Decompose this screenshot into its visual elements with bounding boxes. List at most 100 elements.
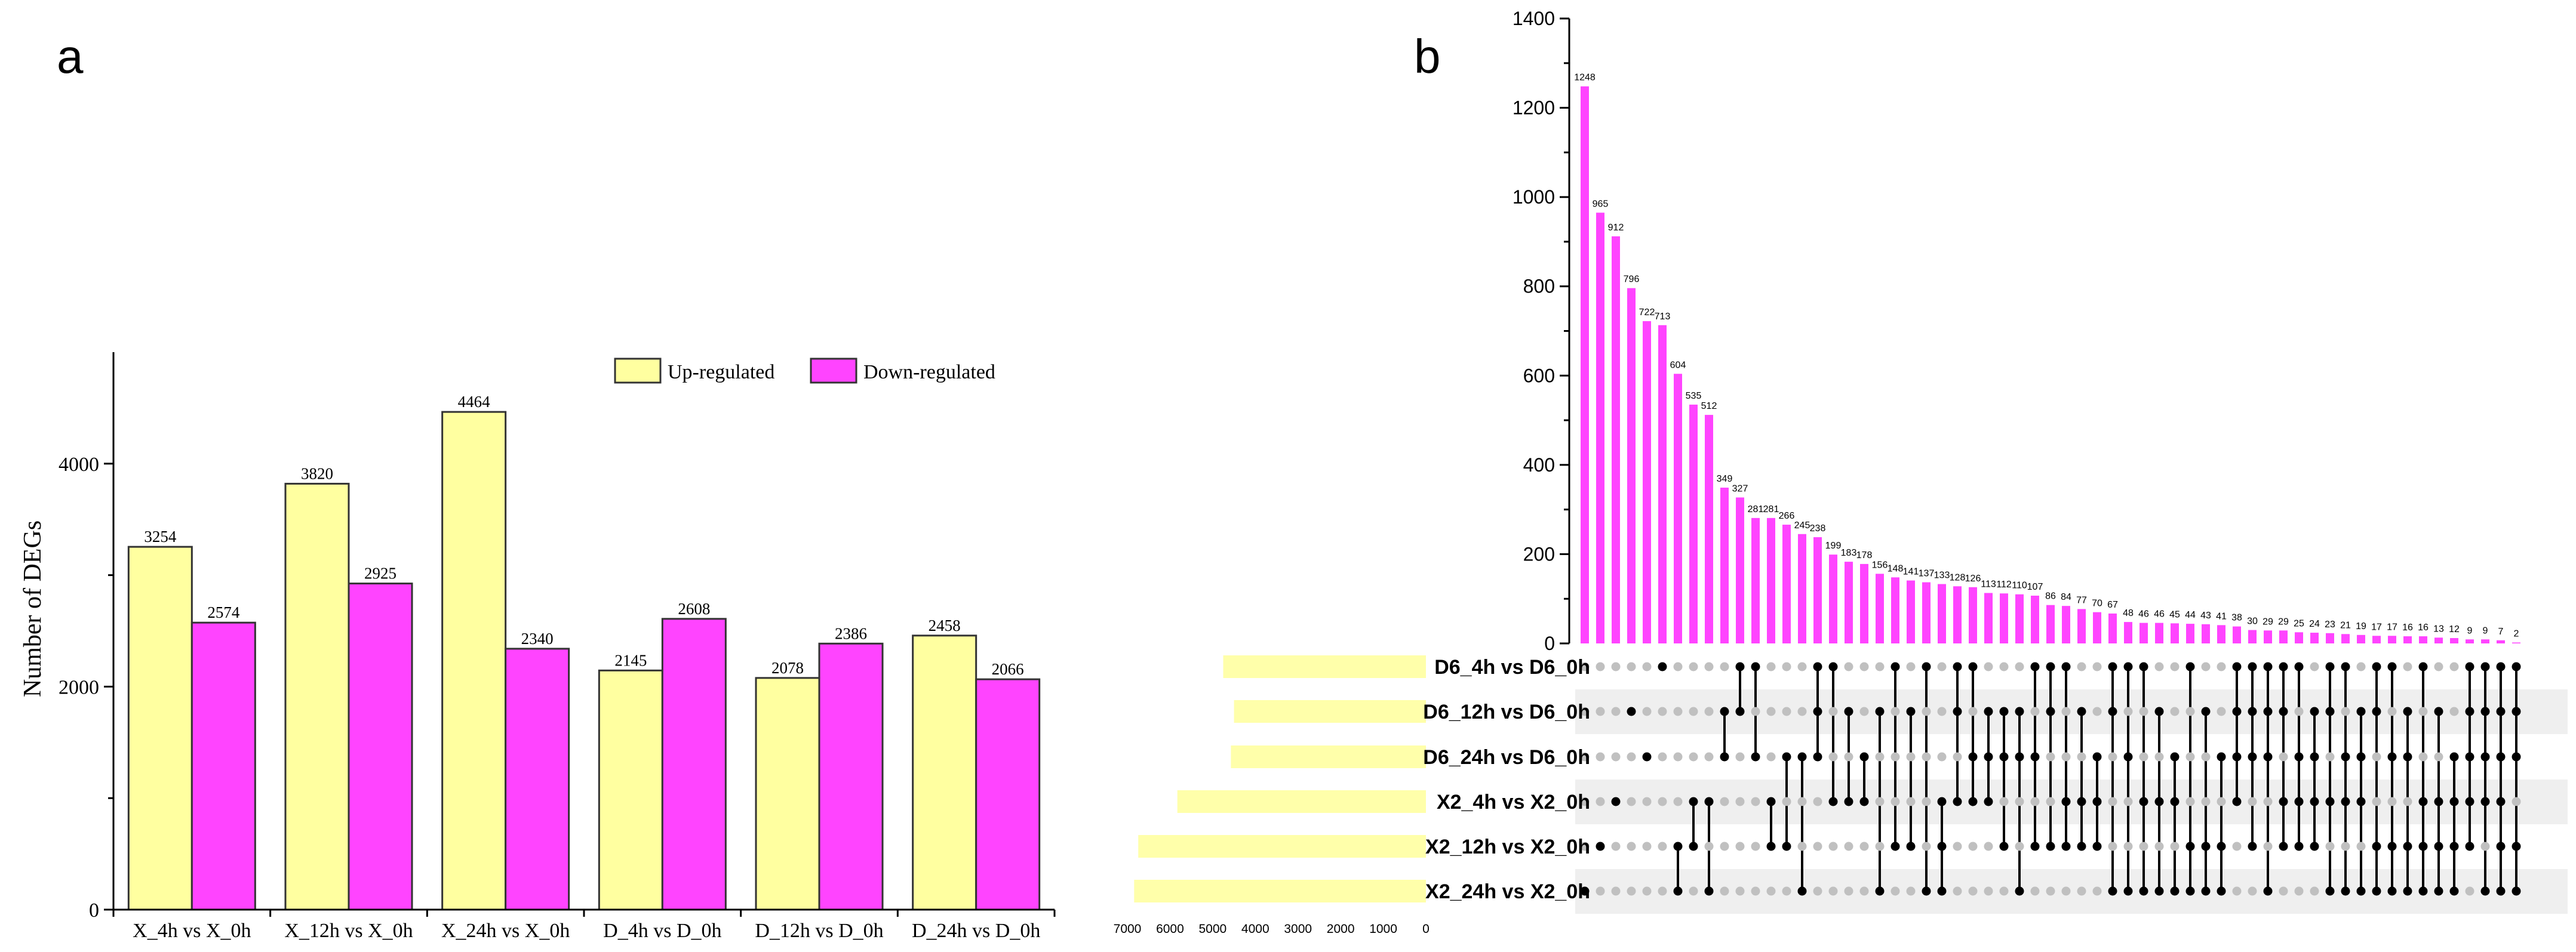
matrix-dot-inactive xyxy=(1922,842,1931,851)
panel-a-bars: 3254 2574 3820 2925 4464 2340 2145 2608 2078 2386… xyxy=(127,393,1041,911)
matrix-dot-active xyxy=(2263,662,2273,671)
matrix-dot-active xyxy=(2232,797,2242,806)
matrix-dot-inactive xyxy=(2434,662,2443,671)
matrix-dot-inactive xyxy=(2061,886,2071,896)
set-size-tick-label: 0 xyxy=(1422,922,1430,936)
matrix-dot-inactive xyxy=(1875,842,1885,851)
matrix-dot-active xyxy=(1735,707,1745,716)
matrix-dot-inactive xyxy=(1596,797,1605,806)
x-tick-label: X_12h vs X_0h xyxy=(284,920,413,942)
bar-value-label: 2386 xyxy=(835,624,867,642)
matrix-dot-inactive xyxy=(1751,707,1760,716)
intersection-bar xyxy=(1674,374,1682,643)
matrix-dot-inactive xyxy=(2185,752,2195,762)
intersection-bar xyxy=(1643,321,1651,643)
matrix-dot-inactive xyxy=(2201,797,2211,806)
matrix-dot-active xyxy=(2465,662,2474,671)
intersection-bar xyxy=(1596,212,1604,643)
matrix-dot-inactive xyxy=(1673,752,1683,762)
legend-swatch-up xyxy=(614,358,662,384)
matrix-dot-inactive xyxy=(1797,662,1807,671)
matrix-dot-active xyxy=(1689,797,1698,806)
matrix-dot-inactive xyxy=(1797,707,1807,716)
matrix-dot-active xyxy=(2092,752,2102,762)
bar-up xyxy=(598,669,663,911)
matrix-dot-active xyxy=(1859,797,1869,806)
intersection-bar xyxy=(1627,288,1636,644)
matrix-dot-active xyxy=(2217,842,2226,851)
matrix-dot-inactive xyxy=(1658,886,1667,896)
intersection-value-label: 245 xyxy=(1794,520,1810,531)
matrix-dot-active xyxy=(1906,707,1916,716)
matrix-dot-inactive xyxy=(1611,707,1621,716)
matrix-dot-inactive xyxy=(2061,707,2071,716)
matrix-dot-active xyxy=(2372,886,2381,896)
matrix-dot-active xyxy=(2403,842,2412,851)
matrix-dot-active xyxy=(2387,842,2397,851)
set-size-tick-label: 5000 xyxy=(1198,922,1226,936)
matrix-dot-active xyxy=(2325,797,2335,806)
matrix-dot-active xyxy=(2061,662,2071,671)
matrix-dot-inactive xyxy=(1999,886,2009,896)
intersection-value-label: 17 xyxy=(2387,622,2397,632)
matrix-dot-inactive xyxy=(1689,752,1698,762)
intersection-value-label: 12 xyxy=(2449,624,2460,634)
matrix-dot-active xyxy=(2170,752,2180,762)
matrix-dot-active xyxy=(1658,662,1667,671)
bar-value-label: 2340 xyxy=(521,630,554,648)
matrix-dot-active xyxy=(1704,797,1714,806)
matrix-dot-inactive xyxy=(1642,842,1652,851)
matrix-dot-active xyxy=(1735,662,1745,671)
matrix-dot-active xyxy=(2248,842,2257,851)
matrix-dot-inactive xyxy=(1906,752,1916,762)
matrix-dot-inactive xyxy=(1720,842,1729,851)
matrix-dot-inactive xyxy=(1751,797,1760,806)
panel-b-intersection-axis: 0 200 400 600 800 1000 1200 1400 xyxy=(1513,8,1570,654)
intersection-y-tick-label: 600 xyxy=(1523,365,1555,386)
matrix-dot-active xyxy=(1689,842,1698,851)
matrix-dot-inactive xyxy=(2170,842,2180,851)
intersection-value-label: 722 xyxy=(1639,307,1655,318)
matrix-dot-active xyxy=(2356,707,2366,716)
matrix-dot-inactive xyxy=(1642,662,1652,671)
matrix-dot-inactive xyxy=(2170,707,2180,716)
intersection-value-label: 70 xyxy=(2092,599,2102,609)
panel-a-label: a xyxy=(57,30,84,83)
matrix-dot-active xyxy=(2217,886,2226,896)
intersection-bar xyxy=(1612,236,1620,643)
matrix-dot-inactive xyxy=(1890,707,1900,716)
intersection-bar xyxy=(2186,624,2194,643)
bar-up xyxy=(284,482,350,911)
matrix-dot-inactive xyxy=(2139,707,2148,716)
intersection-bar xyxy=(1984,593,1993,643)
matrix-dot-inactive xyxy=(2248,886,2257,896)
matrix-dot-active xyxy=(2449,886,2459,896)
matrix-dot-active xyxy=(1813,662,1822,671)
matrix-dot-active xyxy=(2418,886,2428,896)
matrix-dot-active xyxy=(2046,707,2055,716)
matrix-dot-active xyxy=(2496,662,2506,671)
matrix-dot-active xyxy=(2294,842,2304,851)
intersection-value-label: 23 xyxy=(2325,620,2335,630)
matrix-dot-active xyxy=(2030,842,2040,851)
matrix-dot-inactive xyxy=(2341,842,2350,851)
matrix-dot-inactive xyxy=(1658,842,1667,851)
matrix-dot-active xyxy=(2341,886,2350,896)
intersection-y-tick-label: 800 xyxy=(1523,276,1555,297)
matrix-dot-active xyxy=(2170,886,2180,896)
matrix-dot-active xyxy=(2418,842,2428,851)
matrix-dot-inactive xyxy=(1627,662,1636,671)
matrix-dot-active xyxy=(2030,752,2040,762)
intersection-value-label: 965 xyxy=(1593,199,1609,209)
intersection-y-tick-label: 0 xyxy=(1544,633,1555,654)
matrix-dot-active xyxy=(2092,842,2102,851)
matrix-dot-inactive xyxy=(2465,886,2474,896)
matrix-dot-inactive xyxy=(1673,707,1683,716)
bar-value-label: 2608 xyxy=(678,600,710,618)
matrix-dot-inactive xyxy=(1953,842,1962,851)
intersection-value-label: 29 xyxy=(2278,617,2289,627)
matrix-dot-active xyxy=(2449,842,2459,851)
intersection-value-label: 48 xyxy=(2123,608,2134,618)
matrix-dot-active xyxy=(2434,886,2443,896)
matrix-dot-active xyxy=(1984,797,1993,806)
